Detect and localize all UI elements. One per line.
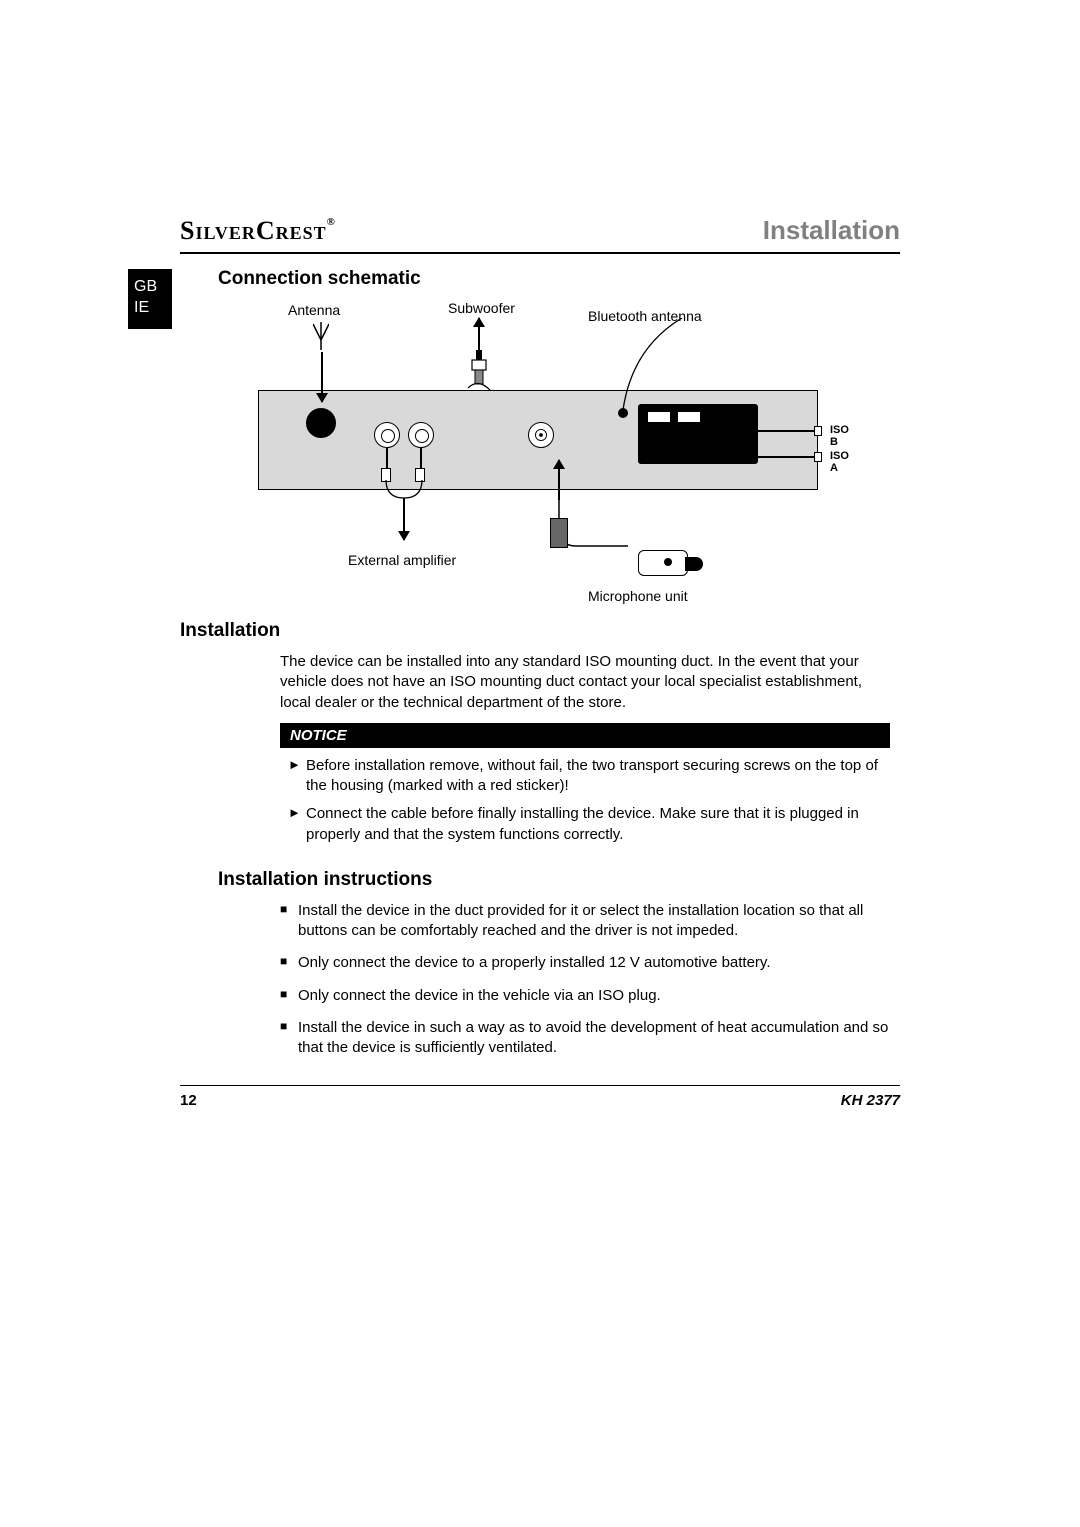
antenna-port: [306, 408, 336, 438]
subwoofer-plug-icon: [464, 350, 494, 396]
notice-text: Before installation remove, without fail…: [306, 756, 882, 797]
label-iso-a: ISO A: [830, 450, 858, 474]
triangle-bullet-icon: ►: [288, 804, 306, 845]
brand-logo: SilverCrest®: [180, 216, 336, 246]
square-bullet-icon: ■: [280, 986, 298, 1006]
lang-gb: GB: [134, 277, 166, 298]
triangle-bullet-icon: ►: [288, 756, 306, 797]
model-number: KH 2377: [841, 1092, 900, 1109]
antenna-icon: [313, 322, 329, 350]
language-tab: GB IE: [128, 269, 172, 329]
instruction-text: Only connect the device to a properly in…: [298, 953, 771, 973]
connection-schematic-diagram: Antenna Subwoofer Bluetooth antenna Exte…: [218, 300, 858, 610]
lang-ie: IE: [134, 298, 166, 319]
connection-schematic-title: Connection schematic: [218, 268, 900, 290]
notice-label: NOTICE: [280, 723, 890, 748]
instructions-title: Installation instructions: [218, 869, 900, 891]
label-mic-unit: Microphone unit: [588, 588, 688, 604]
label-iso-b: ISO B: [830, 424, 858, 448]
instruction-text: Only connect the device in the vehicle v…: [298, 986, 661, 1006]
brand-crest: Crest: [256, 216, 327, 245]
instruction-text: Install the device in the duct provided …: [298, 901, 890, 942]
notice-text: Connect the cable before finally install…: [306, 804, 882, 845]
arrow-ext-amp: [403, 498, 405, 540]
page-header: SilverCrest® Installation: [180, 215, 900, 254]
instruction-text: Install the device in such a way as to a…: [298, 1018, 890, 1059]
installation-body: The device can be installed into any sta…: [280, 652, 890, 713]
brand-silver: Silver: [180, 216, 256, 245]
notice-item: ► Connect the cable before finally insta…: [288, 804, 882, 845]
page-footer: 12 KH 2377: [180, 1085, 900, 1109]
list-item: ■ Only connect the device in the vehicle…: [280, 986, 890, 1006]
header-section-title: Installation: [763, 215, 900, 246]
rca-port-right: [408, 422, 434, 448]
installation-title: Installation: [180, 620, 900, 642]
label-subwoofer: Subwoofer: [448, 300, 515, 316]
brand-reg: ®: [327, 216, 336, 228]
label-ext-amp: External amplifier: [348, 552, 456, 568]
list-item: ■ Only connect the device to a properly …: [280, 953, 890, 973]
bt-antenna-line: [622, 318, 702, 412]
page-content: SilverCrest® Installation GB IE Connecti…: [180, 215, 900, 1070]
rca-port-left: [374, 422, 400, 448]
list-item: ■ Install the device in such a way as to…: [280, 1018, 890, 1059]
notice-body: ► Before installation remove, without fa…: [280, 748, 890, 863]
square-bullet-icon: ■: [280, 1018, 298, 1059]
list-item: ■ Install the device in the duct provide…: [280, 901, 890, 942]
label-antenna: Antenna: [288, 302, 340, 318]
instructions-list: ■ Install the device in the duct provide…: [280, 901, 890, 1059]
microphone-unit-icon: [638, 550, 688, 576]
page-number: 12: [180, 1092, 197, 1109]
arrow-subwoofer: [478, 318, 480, 352]
arrow-antenna: [321, 352, 323, 402]
mic-port: [528, 422, 554, 448]
arrow-mic: [558, 460, 560, 500]
notice-item: ► Before installation remove, without fa…: [288, 756, 882, 797]
square-bullet-icon: ■: [280, 901, 298, 942]
mic-jack: [550, 518, 568, 548]
square-bullet-icon: ■: [280, 953, 298, 973]
